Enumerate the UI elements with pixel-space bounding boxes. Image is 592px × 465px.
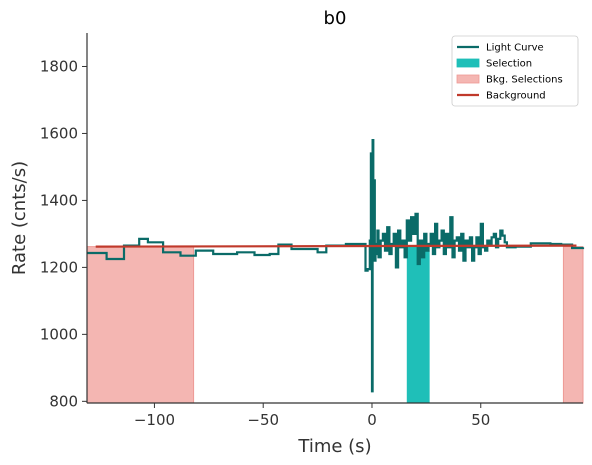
x-tick-label: −100 [134,411,175,429]
legend-frame [451,35,579,107]
legend-swatch-patch [456,74,480,84]
light-curve-series [87,139,585,393]
legend-label: Light Curve [486,43,544,54]
y-tick-label: 800 [49,392,78,410]
x-tick-label: 50 [471,411,490,429]
background-line [95,244,577,248]
tick-labels: −100 −50 0 50 800 1000 1200 1400 1600 1800 [40,57,490,429]
chart-title: b0 [324,8,347,29]
y-tick-label: 1400 [40,191,78,209]
selection-bar [406,245,430,403]
x-tick-label: 0 [367,411,377,429]
legend-swatch-patch [456,58,480,68]
y-tick-label: 1600 [40,124,78,142]
bkg-selection-bar [562,246,584,404]
tick-marks [82,65,482,408]
x-tick-label: −50 [247,411,279,429]
legend-label: Bkg. Selections [486,75,563,86]
bkg-selections [86,246,584,404]
legend-label: Background [486,91,546,102]
light-curve-line [87,139,585,393]
background-series [95,244,577,248]
selection-region [406,245,430,403]
bkg-selection-bar [86,246,195,404]
y-tick-label: 1000 [40,325,78,343]
y-axis-label: Rate (cnts/s) [9,161,30,275]
y-tick-label: 1200 [40,258,78,276]
y-tick-label: 1800 [40,57,78,75]
legend-label: Selection [486,59,532,70]
legend: Light Curve Selection Bkg. Selections Backg… [451,35,579,107]
axes [86,33,583,404]
x-axis-label: Time (s) [297,436,371,457]
